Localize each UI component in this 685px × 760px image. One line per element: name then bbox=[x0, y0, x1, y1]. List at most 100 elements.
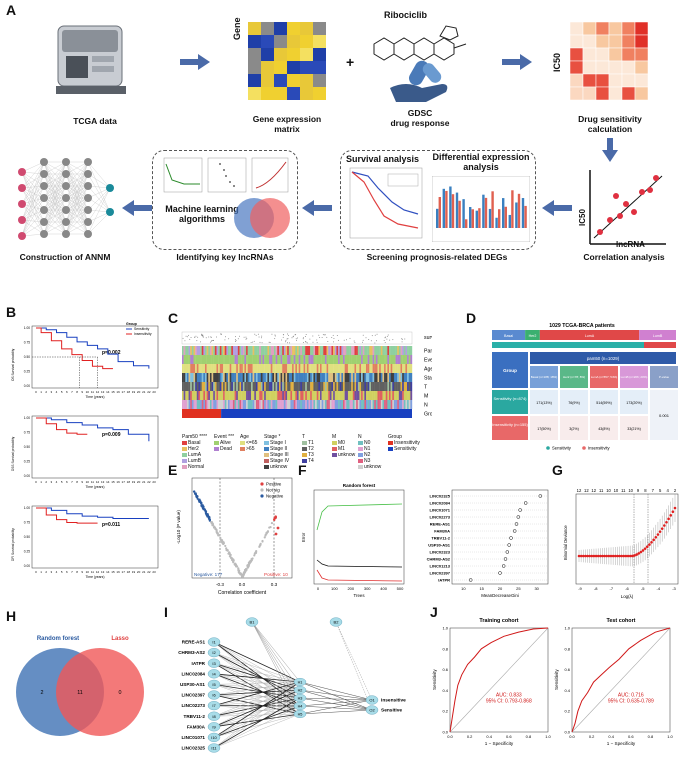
net-node bbox=[84, 170, 92, 178]
km-xtick: 23 bbox=[152, 570, 156, 574]
heat-stripe bbox=[251, 373, 253, 382]
heat-cell bbox=[300, 48, 313, 61]
legend-swatch bbox=[240, 447, 245, 451]
heat-stripe bbox=[374, 346, 377, 355]
heat-stripe bbox=[265, 364, 268, 373]
heat-stripe bbox=[370, 364, 373, 373]
heat-stripe bbox=[195, 400, 197, 409]
heat-stripe bbox=[321, 364, 324, 373]
heat-cell bbox=[274, 22, 287, 35]
heat-stripe bbox=[228, 355, 230, 364]
legend-item-label: Stage II bbox=[270, 446, 288, 452]
heat-stripe bbox=[234, 364, 237, 373]
heat-stripe bbox=[244, 373, 247, 382]
heat-stripe bbox=[188, 364, 191, 373]
heat-stripe bbox=[393, 355, 396, 364]
heat-stripe bbox=[209, 355, 212, 364]
heat-stripe bbox=[229, 355, 232, 364]
heat-stripe bbox=[293, 400, 296, 409]
heat-stripe bbox=[347, 373, 350, 382]
heat-stripe bbox=[262, 391, 265, 400]
heat-stripe bbox=[182, 346, 184, 355]
legend-group-title: Event *** bbox=[214, 434, 235, 440]
roc-ci: 95% CI: 0.635-0.789 bbox=[608, 699, 654, 705]
de-bar bbox=[438, 197, 441, 228]
ann-input-label: LINC02397 bbox=[182, 693, 206, 698]
heat-stripe bbox=[270, 364, 273, 373]
heat-stripe bbox=[257, 355, 260, 364]
volcano-point bbox=[193, 490, 196, 493]
heat-stripe bbox=[367, 346, 370, 355]
ann-input-label: USP30-AS1 bbox=[180, 682, 205, 687]
ann-edge bbox=[213, 694, 301, 707]
heat-stripe bbox=[315, 391, 317, 400]
heat-stripe bbox=[305, 400, 308, 409]
legend-swatch bbox=[358, 441, 363, 445]
heat-stripe bbox=[218, 373, 220, 382]
heat-stripe bbox=[282, 382, 285, 391]
heat-stripe bbox=[356, 391, 358, 400]
lasso-top-tick: 4 bbox=[666, 488, 669, 493]
legend-item-label: M1 bbox=[338, 446, 345, 452]
heat-stripe bbox=[223, 355, 225, 364]
heat-stripe bbox=[272, 364, 275, 373]
ann-edge bbox=[213, 681, 301, 696]
heat-stripe bbox=[311, 400, 314, 409]
arrow-icon bbox=[180, 54, 210, 70]
heat-stripe bbox=[198, 346, 201, 355]
heat-stripe bbox=[339, 364, 342, 373]
heat-stripe bbox=[244, 382, 247, 391]
pam50-header bbox=[530, 352, 676, 364]
heat-stripe bbox=[257, 364, 260, 373]
heat-stripe bbox=[216, 364, 219, 373]
heat-cell bbox=[595, 60, 610, 75]
heat-stripe bbox=[285, 364, 288, 373]
heat-stripe bbox=[237, 400, 240, 409]
heat-stripe bbox=[306, 382, 309, 391]
net-edge bbox=[21, 197, 45, 221]
heat-stripe bbox=[395, 382, 398, 391]
heat-stripe bbox=[182, 382, 184, 391]
roc-xtick: 0.6 bbox=[628, 734, 634, 739]
heat-stripe bbox=[221, 364, 224, 373]
km-xtick: 17 bbox=[122, 570, 126, 574]
heat-stripe bbox=[333, 391, 335, 400]
ann-input-label: LINC01071 bbox=[182, 735, 206, 740]
km-legend-title: Group bbox=[126, 322, 138, 326]
heat-stripe bbox=[223, 373, 225, 382]
heat-stripe bbox=[405, 391, 408, 400]
net-node bbox=[62, 158, 70, 166]
ann-input-node-label: I4 bbox=[212, 671, 216, 676]
heat-stripe bbox=[313, 346, 316, 355]
km-xlabel: Time (years) bbox=[86, 485, 105, 489]
net-node bbox=[84, 194, 92, 202]
heat-stripe bbox=[334, 364, 337, 373]
col-head bbox=[530, 366, 558, 388]
heat-stripe bbox=[216, 400, 219, 409]
heat-stripe bbox=[277, 364, 280, 373]
heat-stripe bbox=[262, 364, 265, 373]
ann-bias-label: B1 bbox=[250, 620, 256, 625]
heat-stripe bbox=[262, 355, 265, 364]
survival-dot bbox=[292, 336, 294, 338]
survival-dot bbox=[287, 338, 289, 340]
heat-cell bbox=[274, 87, 287, 100]
heat-cell bbox=[582, 60, 597, 75]
legend-swatch bbox=[332, 453, 337, 457]
heat-stripe bbox=[282, 373, 285, 382]
heat-stripe bbox=[403, 400, 406, 409]
rf-xtick: 0 bbox=[317, 586, 320, 591]
heat-stripe bbox=[370, 400, 373, 409]
heat-stripe bbox=[221, 355, 224, 364]
heat-stripe bbox=[403, 373, 406, 382]
ann-input-label: CHRM3-AS2 bbox=[178, 650, 205, 655]
heat-stripe bbox=[214, 364, 217, 373]
heat-stripe bbox=[183, 364, 186, 373]
heat-stripe bbox=[343, 355, 345, 364]
expr-caption: Gene expression matrix bbox=[252, 114, 322, 134]
heat-stripe bbox=[410, 391, 413, 400]
heat-stripe bbox=[338, 400, 340, 409]
heat-stripe bbox=[367, 355, 370, 364]
sens-caption: Drug sensitivity calculation bbox=[578, 114, 642, 134]
heat-stripe bbox=[191, 355, 194, 364]
